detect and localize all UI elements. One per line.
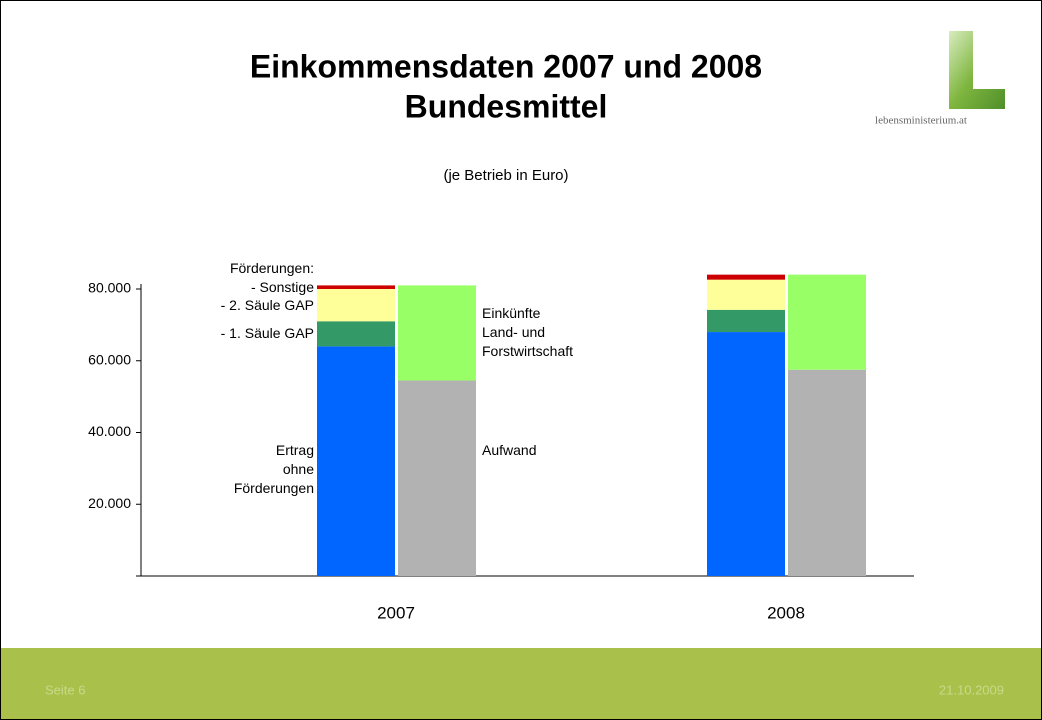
logo-text: lebensministerium.at [875, 115, 967, 127]
bar-segment [398, 380, 476, 576]
bar-segment [317, 321, 395, 347]
bar-segment [707, 279, 785, 310]
bar-segment [788, 274, 866, 370]
title: Bundesmittel [405, 88, 608, 124]
legend-label: - 1. Säule GAP [220, 325, 314, 342]
title: Einkommensdaten 2007 und 2008 [250, 48, 762, 84]
bar-segment [707, 309, 785, 333]
subtitle: (je Betrieb in Euro) [443, 167, 568, 184]
legend-label: - 2. Säule GAP [220, 296, 314, 313]
x-tick-label: 2008 [767, 603, 805, 622]
y-tick-label: 80.000 [88, 280, 131, 296]
date: 21.10.2009 [939, 682, 1004, 697]
bar-segment [317, 285, 395, 289]
legend-label: Einkünfte Land- und Forstwirtschaft [482, 305, 574, 360]
page-number: Seite 6 [45, 682, 85, 697]
bar-segment [788, 369, 866, 576]
y-tick-label: 40.000 [88, 423, 131, 439]
legend-label: Ertrag ohne Förderungen [233, 442, 314, 496]
legend-label: - Sonstige [250, 278, 314, 295]
logo [949, 31, 1005, 109]
bar-segment [317, 289, 395, 322]
bar-segment [317, 346, 395, 576]
y-tick-label: 60.000 [88, 351, 131, 367]
bar-segment [707, 274, 785, 280]
footer-band [1, 648, 1041, 719]
y-tick-label: 20.000 [88, 495, 131, 511]
bar-segment [707, 332, 785, 576]
x-tick-label: 2007 [377, 603, 415, 622]
bar-segment [398, 285, 476, 381]
legend-label: Aufwand [482, 442, 537, 458]
legend-heading: Förderungen: [229, 260, 314, 276]
